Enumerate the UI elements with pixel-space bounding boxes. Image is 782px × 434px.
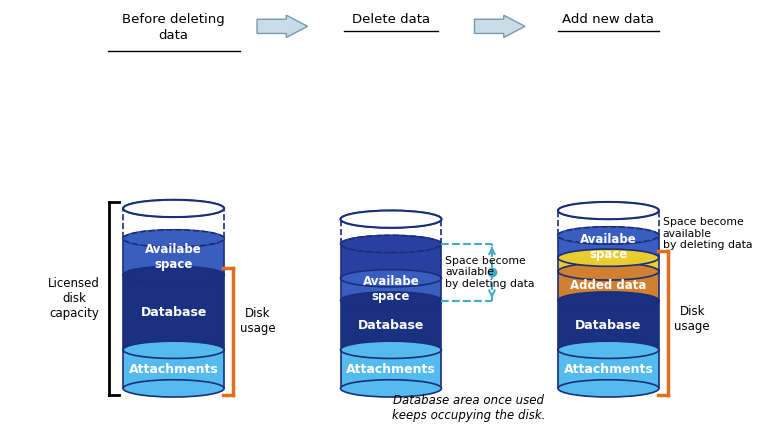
Bar [340,350,442,388]
Text: Add new data: Add new data [562,13,655,26]
Text: Licensed
disk
capacity: Licensed disk capacity [48,277,100,320]
Ellipse shape [558,227,659,244]
Bar [558,271,659,301]
Text: Database: Database [358,319,424,332]
Bar [123,350,224,388]
Text: Before deleting
data: Before deleting data [122,13,225,43]
Text: Space become
available
by deleting data: Space become available by deleting data [663,217,752,250]
Bar [558,235,659,258]
Ellipse shape [340,341,442,358]
Ellipse shape [340,210,442,228]
Ellipse shape [123,200,224,217]
Text: Database area once used
keeps occupying the disk.: Database area once used keeps occupying … [392,394,545,422]
Bar [123,275,224,350]
Ellipse shape [123,341,224,358]
Ellipse shape [123,230,224,247]
Ellipse shape [340,210,442,228]
Ellipse shape [123,380,224,397]
Ellipse shape [123,230,224,247]
Text: Attachments: Attachments [346,362,436,375]
Text: Availabe
space: Availabe space [580,233,637,260]
Polygon shape [257,15,307,37]
Bar [558,210,659,235]
Text: Disk
usage: Disk usage [674,305,710,333]
Text: Availabe
space: Availabe space [145,243,202,271]
Bar [340,244,442,278]
Bar [558,258,659,271]
Ellipse shape [558,202,659,219]
Text: Database: Database [141,306,206,319]
Ellipse shape [558,263,659,280]
Bar [340,278,442,301]
Ellipse shape [340,235,442,253]
Text: Availabe
space: Availabe space [363,276,419,303]
Ellipse shape [558,380,659,397]
Polygon shape [475,15,525,37]
Bar [123,238,224,275]
Ellipse shape [123,200,224,217]
Text: Attachments: Attachments [129,362,218,375]
Text: Disk
usage: Disk usage [239,307,275,335]
Ellipse shape [558,292,659,309]
Bar [558,350,659,388]
Bar [340,219,442,244]
Ellipse shape [558,227,659,244]
Text: Delete data: Delete data [352,13,430,26]
Ellipse shape [123,266,224,283]
Ellipse shape [558,202,659,219]
Text: Added data: Added data [570,279,647,293]
Ellipse shape [340,380,442,397]
Text: Space become
available
by deleting data: Space become available by deleting data [446,256,535,289]
Text: Database: Database [576,319,641,332]
Text: Attachments: Attachments [564,362,653,375]
Ellipse shape [340,270,442,287]
Bar [340,301,442,350]
Ellipse shape [558,341,659,358]
Ellipse shape [340,235,442,253]
Ellipse shape [558,249,659,266]
Ellipse shape [340,292,442,309]
Bar [123,208,224,238]
Bar [558,301,659,350]
